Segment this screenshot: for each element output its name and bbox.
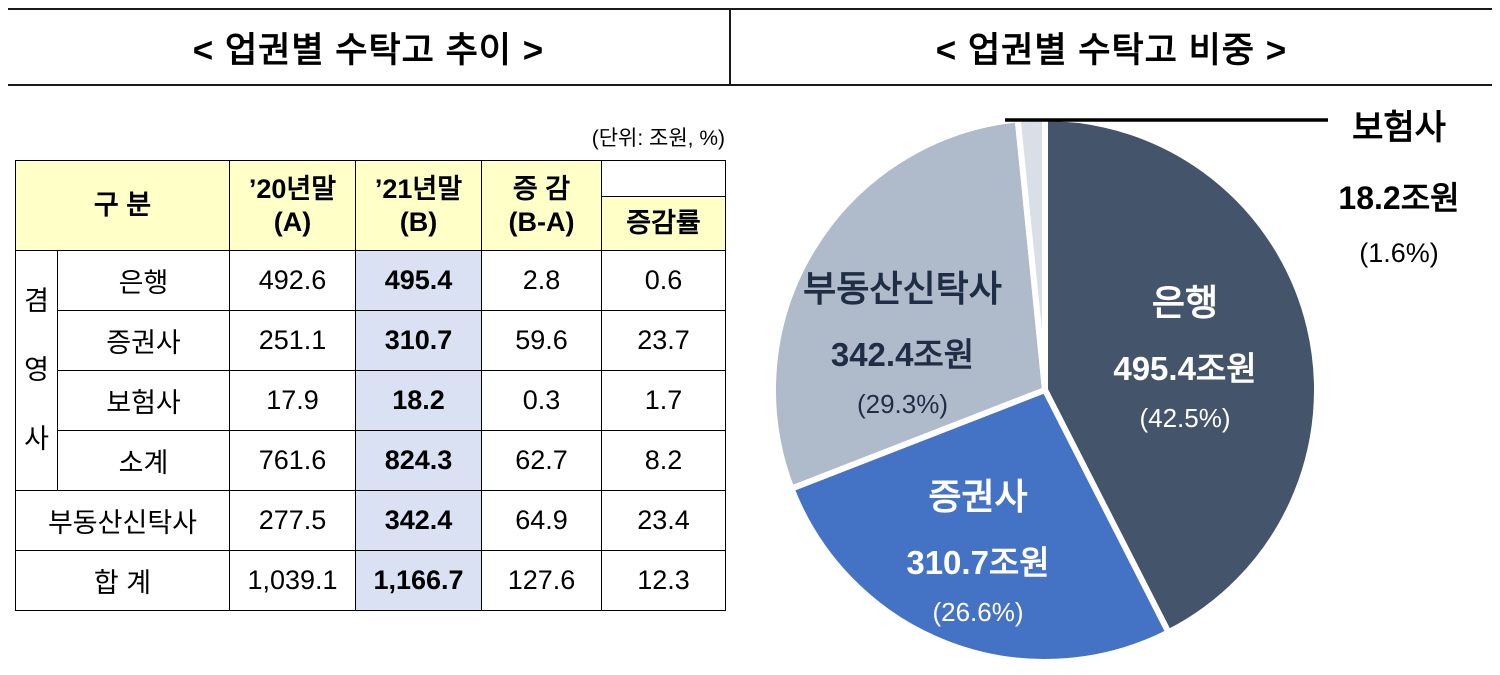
pie-chart-panel: 은행 495.4조원 (42.5%) 증권사 310.7조원 (26.6%) 부… (750, 88, 1500, 675)
cell-2020: 277.5 (229, 490, 356, 551)
row-label: 증권사 (57, 310, 230, 371)
header-2020-line2: (A) (273, 206, 312, 237)
cell-change-rate: 23.4 (601, 490, 726, 551)
cell-2021: 18.2 (355, 370, 482, 431)
header-2021: ’21년말 (B) (355, 160, 482, 251)
cell-change-rate: 23.7 (601, 310, 726, 371)
cell-2020: 492.6 (229, 250, 356, 311)
cell-2021: 1,166.7 (355, 550, 482, 611)
cell-2020: 761.6 (229, 430, 356, 491)
group-label: 겸영사 (24, 286, 49, 454)
header-change-line2: (B-A) (508, 206, 575, 237)
table-row-insurance: 보험사 17.9 18.2 0.3 1.7 (16, 370, 726, 431)
cell-2021: 342.4 (355, 490, 482, 551)
row-label: 합 계 (15, 550, 230, 611)
cell-change-rate: 0.6 (601, 250, 726, 311)
pie-slice-bank (1042, 115, 1320, 636)
trust-table-panel: (단위: 조원, %) 구 분 ’20년말 (A) ’21년말 (B) (15, 96, 726, 611)
row-label: 부동산신탁사 (15, 490, 230, 551)
cell-2021: 310.7 (355, 310, 482, 371)
row-label: 소계 (57, 430, 230, 491)
cell-2021: 495.4 (355, 250, 482, 311)
header-notch (601, 160, 726, 197)
pie-slice-realestate-trust (770, 116, 1048, 492)
header-row-1: 구 분 ’20년말 (A) ’21년말 (B) 증 감 (B-A) (15, 160, 726, 251)
header-2021-line2: (B) (399, 206, 438, 237)
left-title-cell: < 업권별 수탁고 추이 > (8, 10, 731, 84)
header-change-rate: 증감률 (601, 196, 726, 251)
table-row-securities: 증권사 251.1 310.7 59.6 23.7 (16, 310, 726, 371)
pie-slice-securities (788, 387, 1172, 665)
group-label-cell: 겸영사 (15, 250, 58, 491)
cell-2020: 17.9 (229, 370, 356, 431)
table-row-total: 합 계 1,039.1 1,166.7 127.6 12.3 (15, 550, 726, 611)
table-row-subtotal: 소계 761.6 824.3 62.7 8.2 (16, 430, 726, 491)
cell-change: 64.9 (481, 490, 602, 551)
header-change-line1: 증 감 (512, 174, 571, 205)
header-2020: ’20년말 (A) (229, 160, 356, 251)
table-row-bank: 겸영사 은행 492.6 495.4 2.8 0.6 (15, 250, 726, 491)
cell-2021: 824.3 (355, 430, 482, 491)
cell-change: 59.6 (481, 310, 602, 371)
cell-change: 127.6 (481, 550, 602, 611)
cell-change-rate: 12.3 (601, 550, 726, 611)
cell-2020: 251.1 (229, 310, 356, 371)
cell-change: 0.3 (481, 370, 602, 431)
row-label: 은행 (57, 250, 230, 311)
right-title-cell: < 업권별 수탁고 비중 > (731, 10, 1492, 84)
title-band: < 업권별 수탁고 추이 > < 업권별 수탁고 비중 > (8, 8, 1492, 86)
header-change: 증 감 (B-A) (481, 160, 602, 251)
row-label: 보험사 (57, 370, 230, 431)
cell-change-rate: 1.7 (601, 370, 726, 431)
trust-table: 구 분 ’20년말 (A) ’21년말 (B) 증 감 (B-A) (15, 160, 726, 611)
cell-2020: 1,039.1 (229, 550, 356, 611)
header-2021-line1: ’21년말 (374, 174, 463, 205)
pie-title: < 업권별 수탁고 비중 > (935, 30, 1288, 70)
unit-note: (단위: 조원, %) (591, 127, 725, 150)
table-row-realestate-trust: 부동산신탁사 277.5 342.4 64.9 23.4 (15, 490, 726, 551)
cell-change-rate: 8.2 (601, 430, 726, 491)
cell-change: 2.8 (481, 250, 602, 311)
table-title: < 업권별 수탁고 추이 > (192, 30, 545, 70)
header-2020-line1: ’20년말 (248, 174, 337, 205)
header-row-2: 증감률 (16, 196, 726, 251)
pie-slices (770, 114, 1320, 665)
pie-chart (770, 114, 1328, 665)
header-category: 구 분 (15, 160, 230, 251)
cell-change: 62.7 (481, 430, 602, 491)
